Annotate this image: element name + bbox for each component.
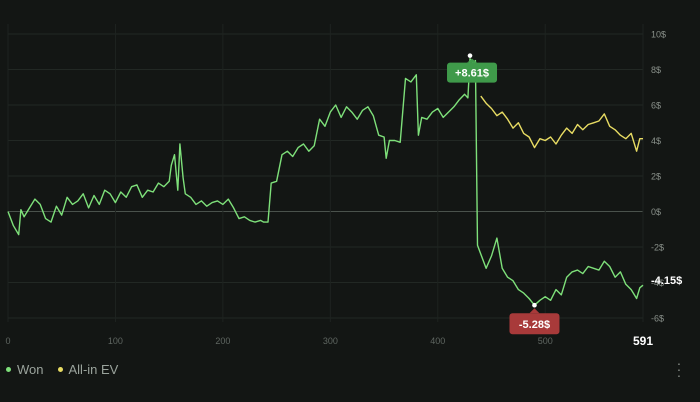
- legend: Won All-in EV: [6, 362, 118, 377]
- legend-label-all-in-ev: All-in EV: [68, 362, 119, 377]
- x-tick-label: 400: [430, 336, 445, 345]
- legend-dot-won: [6, 367, 11, 372]
- y-tick-label: 4$: [651, 136, 661, 146]
- series-line-all-in-ev: [480, 95, 643, 152]
- x-tick-label: 200: [215, 336, 230, 345]
- y-tick-label: -4$: [651, 278, 664, 288]
- min-point-marker: [532, 302, 537, 308]
- series-line-won: [7, 58, 644, 306]
- y-tick-label: 10$: [651, 30, 666, 40]
- legend-item-won[interactable]: Won: [6, 362, 44, 377]
- min-callout-box: [509, 313, 560, 335]
- x-end-label: 591: [633, 334, 653, 345]
- max-point-marker: [467, 53, 473, 58]
- y-axis: 10$ 8$ 6$ 4$ 2$ 0$ -2$ -4$ -6$: [651, 30, 666, 324]
- callouts: +8.61$ -5.28$ -4.15$: [447, 53, 682, 335]
- y-tick-label: 2$: [651, 172, 661, 182]
- y-tick-label: 0$: [651, 207, 661, 217]
- x-tick-label: 500: [538, 336, 553, 345]
- min-callout-label: -5.28$: [519, 319, 550, 331]
- x-tick-label: 0: [5, 336, 10, 345]
- min-callout-pointer: [529, 308, 540, 314]
- legend-item-all-in-ev[interactable]: All-in EV: [57, 362, 119, 377]
- y-tick-label: 6$: [651, 101, 661, 111]
- max-callout-box: [447, 62, 498, 83]
- max-callout-pointer: [467, 58, 478, 63]
- x-axis: 0 100 200 300 400 500 591: [5, 334, 653, 345]
- series-lines: [7, 58, 644, 306]
- x-tick-label: 100: [108, 336, 123, 345]
- more-options-icon[interactable]: · · ·: [676, 355, 682, 383]
- legend-label-won: Won: [17, 362, 44, 377]
- legend-dot-all-in-ev: [57, 367, 63, 372]
- x-tick-label: 300: [323, 336, 338, 345]
- y-tick-label: -2$: [651, 243, 664, 253]
- y-tick-label: -6$: [651, 314, 664, 324]
- max-callout-label: +8.61$: [455, 68, 489, 80]
- y-tick-label: 8$: [651, 65, 661, 75]
- end-value-label: -4.15$: [651, 275, 682, 287]
- line-chart: 10$ 8$ 6$ 4$ 2$ 0$ -2$ -4$ -6$ 0 100 200 300 400 500 5…: [5, 24, 682, 345]
- grid: [7, 24, 644, 322]
